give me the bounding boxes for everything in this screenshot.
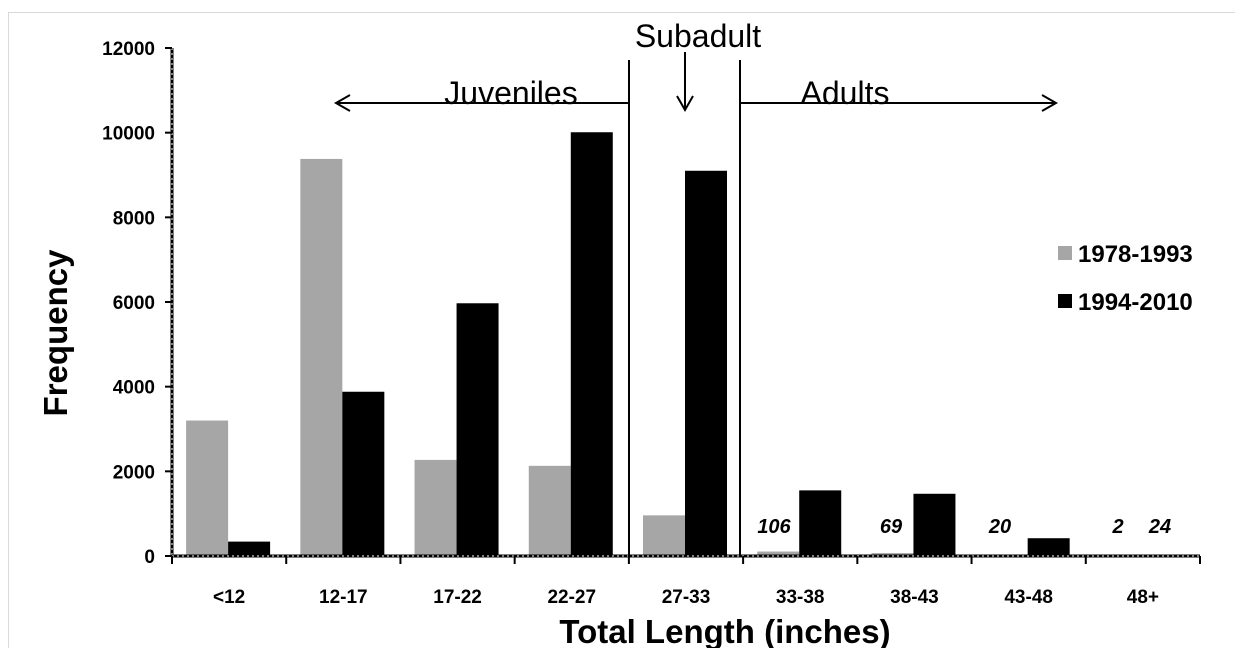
x-tick-label-lt12: <12 bbox=[213, 587, 245, 608]
adults-arrow-head bbox=[1041, 94, 1059, 112]
bar-1978-1993-lt12 bbox=[186, 420, 229, 556]
annotation-subadult: Subadult bbox=[635, 18, 761, 54]
data-label-38-43: 69 bbox=[880, 516, 903, 538]
legend-swatch-1994-2010 bbox=[1058, 294, 1072, 308]
x-tick-label-27-33: 27-33 bbox=[662, 587, 711, 608]
y-ticks: 0 2000 4000 6000 8000 10000 12000 bbox=[102, 39, 172, 568]
legend-swatch-1978-1993 bbox=[1058, 246, 1072, 260]
subadult-arrow-head bbox=[676, 95, 694, 113]
x-tick-label-38-43: 38-43 bbox=[890, 587, 939, 608]
annotation-adults: Adults bbox=[801, 75, 890, 111]
x-ticks: <12 12-17 17-22 22-27 27-33 33-38 38-43 43-48 48… bbox=[171, 556, 1201, 608]
legend-label-1994-2010: 1994-2010 bbox=[1078, 289, 1193, 316]
bar-1994-2010-12-17 bbox=[342, 391, 385, 556]
data-label-33-38: 106 bbox=[757, 516, 791, 538]
bar-1978-1993-12-17 bbox=[300, 158, 343, 556]
juveniles-arrow-head bbox=[333, 94, 351, 112]
data-labels: 106 69 20 2 24 bbox=[757, 516, 1171, 538]
bar-1978-1993-17-22 bbox=[414, 459, 457, 556]
stage-annotations: Subadult Juveniles Adults bbox=[333, 18, 1059, 556]
bar-1994-2010-27-33 bbox=[685, 170, 727, 556]
y-tick-label-6000: 6000 bbox=[113, 293, 155, 314]
x-tick-label-12-17: 12-17 bbox=[319, 587, 368, 608]
bar-1994-2010-17-22 bbox=[456, 303, 499, 556]
data-label-48plus-b: 24 bbox=[1148, 516, 1171, 538]
y-tick-label-10000: 10000 bbox=[102, 124, 155, 145]
x-tick-label-48plus: 48+ bbox=[1127, 587, 1159, 608]
y-tick-label-0: 0 bbox=[144, 547, 155, 568]
chart-frame bbox=[8, 12, 1235, 648]
legend: 1978-1993 1994-2010 bbox=[1058, 241, 1193, 316]
x-tick-label-17-22: 17-22 bbox=[433, 587, 482, 608]
bars-layer bbox=[186, 132, 1184, 556]
bar-1978-1993-33-38 bbox=[757, 551, 800, 556]
bar-1978-1993-22-27 bbox=[528, 465, 571, 556]
y-tick-label-12000: 12000 bbox=[102, 39, 155, 60]
bar-1994-2010-22-27 bbox=[570, 132, 613, 556]
y-tick-label-2000: 2000 bbox=[113, 462, 155, 483]
x-tick-label-33-38: 33-38 bbox=[776, 587, 825, 608]
y-tick-label-8000: 8000 bbox=[113, 208, 155, 229]
bar-1994-2010-lt12 bbox=[228, 541, 271, 556]
annotation-juveniles: Juveniles bbox=[444, 75, 577, 111]
bar-1994-2010-33-38 bbox=[799, 490, 842, 556]
bar-1994-2010-38-43 bbox=[913, 493, 956, 556]
legend-label-1978-1993: 1978-1993 bbox=[1078, 241, 1193, 268]
x-tick-label-22-27: 22-27 bbox=[547, 587, 596, 608]
bar-1994-2010-43-48 bbox=[1027, 538, 1070, 556]
y-tick-label-4000: 4000 bbox=[113, 378, 155, 399]
bar-1978-1993-27-33 bbox=[643, 515, 685, 556]
x-tick-label-43-48: 43-48 bbox=[1004, 587, 1053, 608]
y-axis-title: Frequency bbox=[37, 249, 74, 417]
data-label-48plus-a: 2 bbox=[1111, 516, 1123, 538]
x-axis-title: Total Length (inches) bbox=[559, 613, 890, 648]
data-label-43-48: 20 bbox=[988, 516, 1011, 538]
